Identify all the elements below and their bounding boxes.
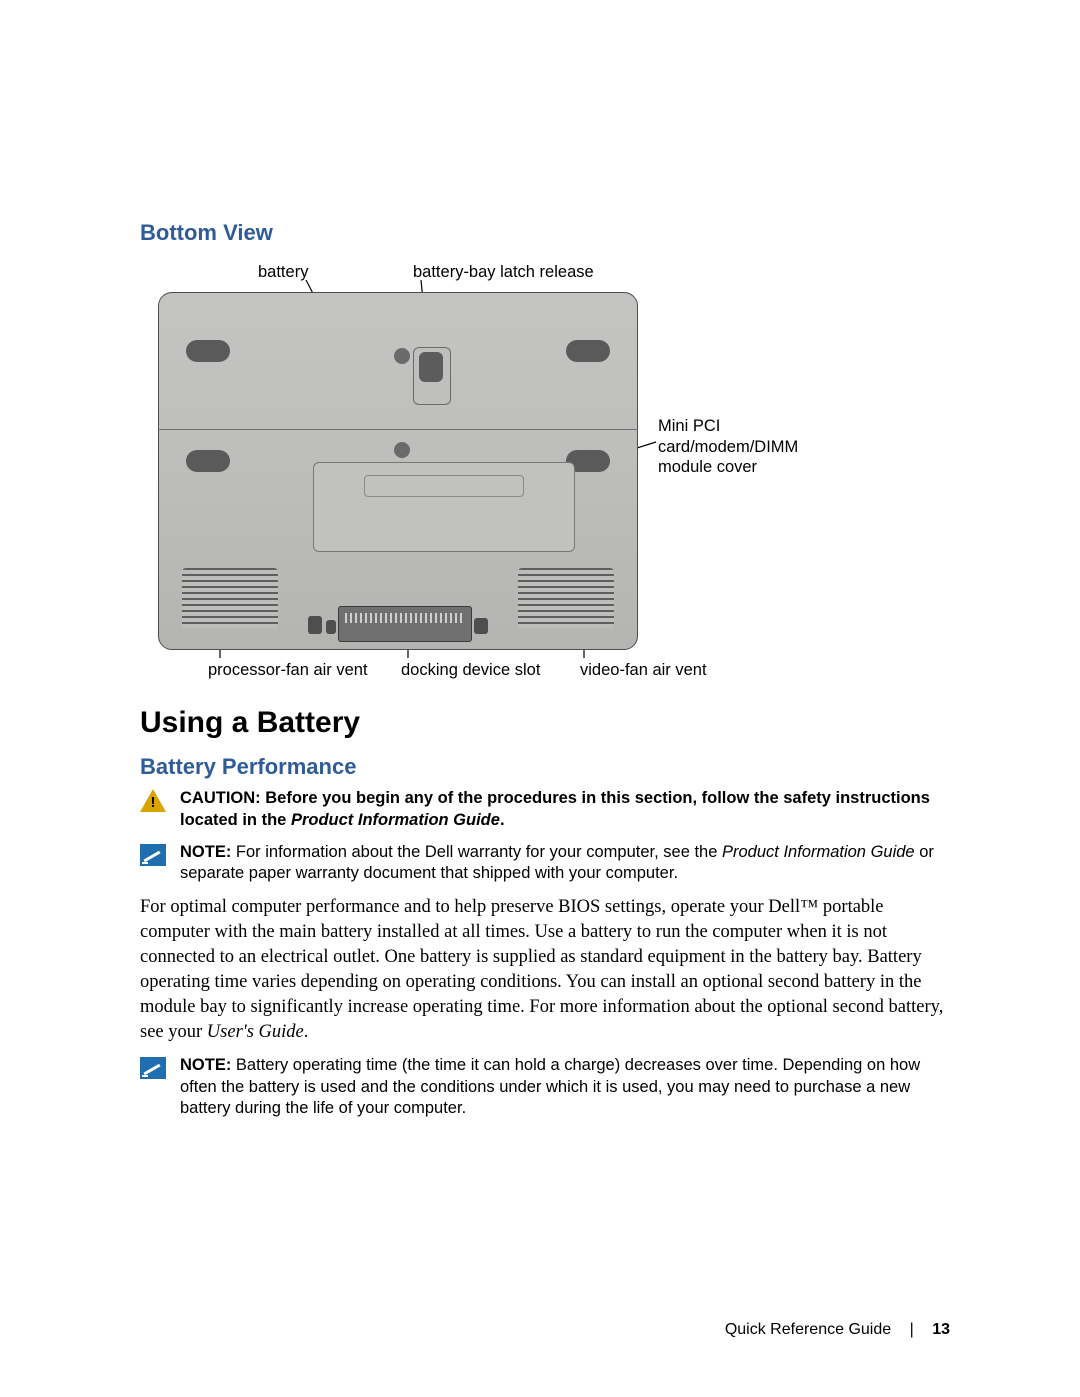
caution-lead: CAUTION: xyxy=(180,789,265,807)
laptop-bottom-illustration xyxy=(158,292,638,650)
caution-body-b: Product Information Guide xyxy=(291,811,500,829)
label-battery: battery xyxy=(258,262,308,283)
para1-c: . xyxy=(304,1022,309,1042)
note2-lead: NOTE: xyxy=(180,1056,236,1074)
label-proc-vent: processor-fan air vent xyxy=(208,660,368,681)
caution-icon: ! xyxy=(140,788,168,814)
caution-text: CAUTION: Before you begin any of the pro… xyxy=(180,788,950,832)
para1-b: User's Guide xyxy=(207,1022,304,1042)
note1-lead: NOTE: xyxy=(180,843,236,861)
note1-body-b: Product Information Guide xyxy=(722,843,915,861)
label-dock: docking device slot xyxy=(401,660,540,681)
using-a-battery-heading: Using a Battery xyxy=(140,706,950,740)
battery-performance-heading: Battery Performance xyxy=(140,754,950,780)
label-minipci: Mini PCI card/modem/DIMM module cover xyxy=(658,416,828,478)
caution-block: ! CAUTION: Before you begin any of the p… xyxy=(140,788,950,832)
note2-text: NOTE: Battery operating time (the time i… xyxy=(180,1055,950,1120)
note-icon xyxy=(140,1055,168,1081)
footer-doc-title: Quick Reference Guide xyxy=(725,1321,891,1338)
label-latch: battery-bay latch release xyxy=(413,262,594,283)
footer-separator: | xyxy=(910,1321,914,1338)
label-video-vent: video-fan air vent xyxy=(580,660,707,681)
note2-body: Battery operating time (the time it can … xyxy=(180,1056,920,1118)
note2-block: NOTE: Battery operating time (the time i… xyxy=(140,1055,950,1120)
bottom-view-diagram: battery battery-bay latch release Mini P… xyxy=(138,262,958,682)
note1-block: NOTE: For information about the Dell war… xyxy=(140,842,950,886)
note1-text: NOTE: For information about the Dell war… xyxy=(180,842,950,886)
para1-a: For optimal computer performance and to … xyxy=(140,897,943,1042)
battery-paragraph: For optimal computer performance and to … xyxy=(140,895,950,1045)
caution-body-c: . xyxy=(500,811,505,829)
footer-page-number: 13 xyxy=(932,1321,950,1338)
bottom-view-heading: Bottom View xyxy=(140,220,950,246)
page-footer: Quick Reference Guide | 13 xyxy=(725,1321,950,1339)
note1-body-a: For information about the Dell warranty … xyxy=(236,843,722,861)
note-icon xyxy=(140,842,168,868)
